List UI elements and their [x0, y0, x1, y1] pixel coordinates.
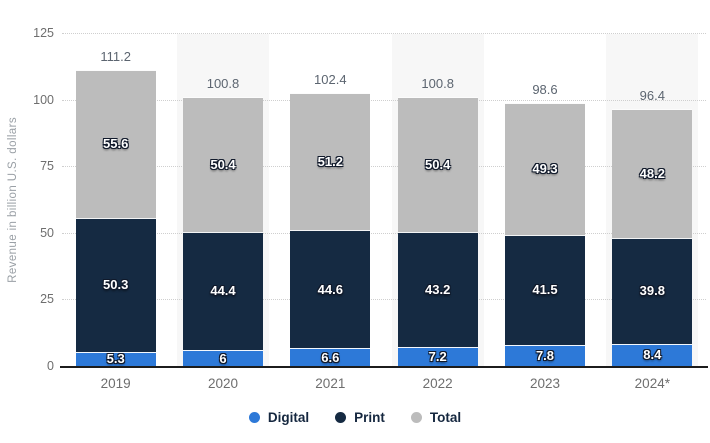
bar-value-label: 50.4	[425, 157, 451, 173]
bar-value-label: 39.8	[639, 283, 665, 299]
bar-value-label: 5.3	[106, 351, 125, 367]
stack-total-label: 98.6	[532, 82, 558, 98]
legend-item-digital[interactable]: Digital	[248, 410, 310, 425]
bar-segment-digital-2019[interactable]	[75, 351, 156, 366]
bar-segment-digital-2023[interactable]	[505, 345, 585, 366]
bar-value-label: 49.3	[532, 161, 558, 177]
y-tick-label: 100	[33, 92, 54, 107]
bar-value-label: 44.6	[317, 281, 343, 297]
bar-value-label: 43.2	[425, 281, 451, 297]
stack-total-label: 100.8	[421, 76, 454, 92]
x-axis-label: 2021	[315, 376, 346, 391]
bar-value-label: 51.2	[317, 153, 343, 169]
gridline	[62, 299, 706, 301]
legend-label-total: Total	[429, 410, 462, 425]
bar-segment-digital-2022[interactable]	[397, 346, 478, 366]
bar-value-label: 55.6	[103, 136, 129, 152]
bar-segment-digital-2020[interactable]	[183, 350, 263, 366]
legend-marker-digital-icon	[248, 412, 260, 423]
x-axis-label: 2024*	[634, 376, 670, 391]
x-axis-label: 2019	[100, 376, 131, 391]
bar-segment-print-2019[interactable]	[75, 217, 156, 352]
x-axis-label: 2022	[422, 376, 453, 391]
legend-label-digital: Digital	[267, 410, 310, 425]
gridline	[62, 232, 706, 234]
x-axis-label: 2020	[207, 376, 239, 391]
gridline	[62, 99, 706, 101]
bar-segment-print-2021[interactable]	[290, 229, 371, 349]
bar-value-label: 41.5	[532, 282, 558, 298]
stack-total-label: 111.2	[100, 48, 131, 64]
bar-value-label: 8.4	[643, 347, 662, 363]
legend-label-print: Print	[354, 410, 385, 425]
bar-segment-print-2020[interactable]	[183, 231, 263, 351]
bar-value-label: 44.4	[210, 283, 236, 299]
y-tick-label: 75	[40, 159, 54, 174]
bar-value-label: 48.2	[639, 165, 665, 181]
gridline	[62, 33, 706, 34]
bar-segment-print-2024*[interactable]	[612, 237, 693, 344]
stack-total-label: 96.4	[639, 88, 665, 104]
legend-item-total[interactable]: Total	[410, 410, 462, 425]
legend-item-print[interactable]: Print	[335, 410, 385, 425]
gridline	[62, 166, 706, 168]
y-tick-label: 0	[47, 359, 54, 373]
bar-value-label: 7.8	[535, 348, 555, 364]
bar-segment-digital-2024*[interactable]	[612, 343, 693, 366]
bar-segment-print-2022[interactable]	[397, 231, 478, 347]
bar-value-label: 7.2	[428, 348, 447, 364]
bar-segment-total-2019[interactable]	[75, 69, 156, 218]
legend-marker-total-icon	[410, 412, 422, 423]
bar-segment-total-2023[interactable]	[505, 103, 585, 235]
stack-total-label: 102.4	[314, 72, 347, 88]
bar-value-label: 50.3	[103, 277, 129, 293]
y-axis-title: Revenue in billion U.S. dollars	[4, 33, 22, 366]
legend-marker-print-icon	[335, 412, 347, 423]
y-tick-label: 25	[40, 292, 54, 307]
x-axis-line	[60, 366, 708, 368]
bar-segment-total-2021[interactable]	[290, 93, 371, 230]
bar-value-label: 50.4	[210, 157, 236, 173]
y-tick-label: 125	[33, 26, 54, 40]
bar-segment-total-2022[interactable]	[397, 97, 478, 232]
bar-segment-digital-2021[interactable]	[290, 348, 371, 366]
x-axis-label: 2023	[529, 376, 561, 391]
bar-value-label: 6	[219, 350, 227, 366]
bar-segment-total-2020[interactable]	[183, 97, 263, 232]
y-axis-title-text: Revenue in billion U.S. dollars	[7, 116, 19, 283]
y-tick-label: 50	[40, 225, 54, 240]
legend: Digital Print Total	[0, 410, 710, 425]
stack-total-label: 100.8	[206, 76, 240, 92]
bar-value-label: 6.6	[321, 349, 340, 365]
bar-segment-print-2023[interactable]	[505, 234, 585, 346]
bar-segment-total-2024*[interactable]	[612, 109, 693, 238]
